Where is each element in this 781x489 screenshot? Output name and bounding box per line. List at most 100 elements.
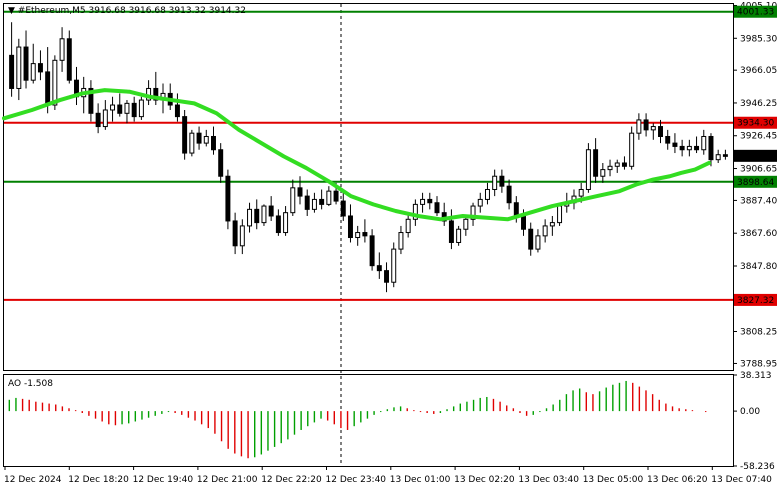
candle-down [333,190,339,202]
ao-panel-frame [3,374,734,467]
y-tick-label: 3808.25 [740,327,777,337]
candle-up [549,222,555,227]
candle-down [621,162,627,167]
candle-down [196,132,202,144]
candle-up [629,132,635,167]
candle-up [484,188,490,200]
candle-down [665,135,671,144]
candle-up [477,198,483,207]
ao-histogram [8,380,707,459]
candle-up [311,198,317,210]
candle-up [405,218,411,234]
candle-down [694,145,700,151]
chart-header: ▼ #Ethereum,M5 3916.68 3916.68 3913.32 3… [8,6,246,16]
candle-up [463,218,469,230]
candle-up [557,205,563,224]
candle-up [650,126,656,131]
candle-down [513,202,519,217]
candle-down [376,265,382,272]
candle-down [521,215,526,230]
candle-down [254,208,260,224]
candle-down [643,119,649,131]
x-tick-label: 12 Dec 19:40 [133,475,194,485]
candle-up [420,198,426,205]
candle-down [153,87,159,101]
x-tick-label: 13 Dec 02:20 [454,475,515,485]
candle-down [319,198,325,205]
candle-up [16,46,22,89]
candle-up [290,187,296,214]
candle-up [203,135,209,144]
y-tick-label: 3966.05 [740,66,777,76]
price-level-tag [734,5,777,18]
candle-down [131,102,137,118]
candle-up [701,135,707,151]
candle-up [614,162,620,167]
candle-up [261,205,267,224]
candle-down [232,220,238,247]
price-level-label: 3898.64 [737,178,774,188]
candle-down [347,215,353,239]
candle-down [369,235,375,267]
y-tick-label: 3906.65 [740,165,777,175]
x-tick-label: 13 Dec 03:40 [518,475,579,485]
candle-down [218,149,224,177]
candle-up [492,175,498,190]
candle-down [722,154,728,157]
price-level-label: 3934.30 [737,119,774,129]
candle-down [427,198,433,204]
x-axis: 12 Dec 2024 12 Dec 18:20 12 Dec 19:40 12 De… [4,466,772,485]
y-tick-label: 3946.25 [740,99,777,109]
candle-up [110,104,116,111]
candle-up [283,212,289,234]
candles [9,22,728,293]
candle-down [434,202,440,214]
candle-down [499,175,505,187]
candle-up [189,132,195,154]
y-tick-label: 3847.80 [740,262,777,272]
candle-up [456,228,462,243]
candle-down [362,232,368,237]
y-tick-label: 3867.60 [740,229,777,239]
current-price-tag [734,149,777,162]
price-level-label: 4001.33 [737,8,774,18]
candle-up [355,232,361,239]
candle-up [326,190,332,205]
candle-down [211,135,216,151]
candle-down [268,205,274,217]
current-price-label: 3914.32 [737,152,774,162]
candle-down [672,142,678,147]
x-tick-label: 13 Dec 06:20 [647,475,708,485]
x-tick-label: 12 Dec 2024 [4,475,62,485]
y-tick-label: 3926.45 [740,132,777,142]
candle-up [412,203,418,220]
candle-up [470,205,476,220]
candle-down [297,187,303,197]
candle-down [679,145,685,151]
candle-down [182,116,188,154]
candle-down [45,71,51,106]
candle-up [686,145,692,151]
candle-up [138,99,144,118]
candle-down [9,54,15,89]
candle-down [448,220,454,243]
candle-up [247,208,253,227]
x-tick-label: 12 Dec 23:40 [326,475,387,485]
price-levels [4,10,733,301]
main-panel-frame [3,3,734,371]
x-tick-label: 12 Dec 22:20 [261,475,322,485]
candle-up [585,149,591,190]
ao-tick-label: 38.313 [740,371,772,381]
candle-up [239,225,245,247]
x-tick-label: 13 Dec 05:00 [583,475,644,485]
candle-up [59,38,65,61]
price-level-tag [734,175,777,188]
candle-down [225,175,231,222]
candle-up [600,169,606,177]
candle-down [275,215,281,234]
x-tick-label: 13 Dec 07:40 [711,475,772,485]
price-tags: 4001.33 3934.30 3898.64 3827.32 3914.32 [734,5,777,306]
price-level-tag [734,293,777,306]
candle-down [384,270,390,283]
